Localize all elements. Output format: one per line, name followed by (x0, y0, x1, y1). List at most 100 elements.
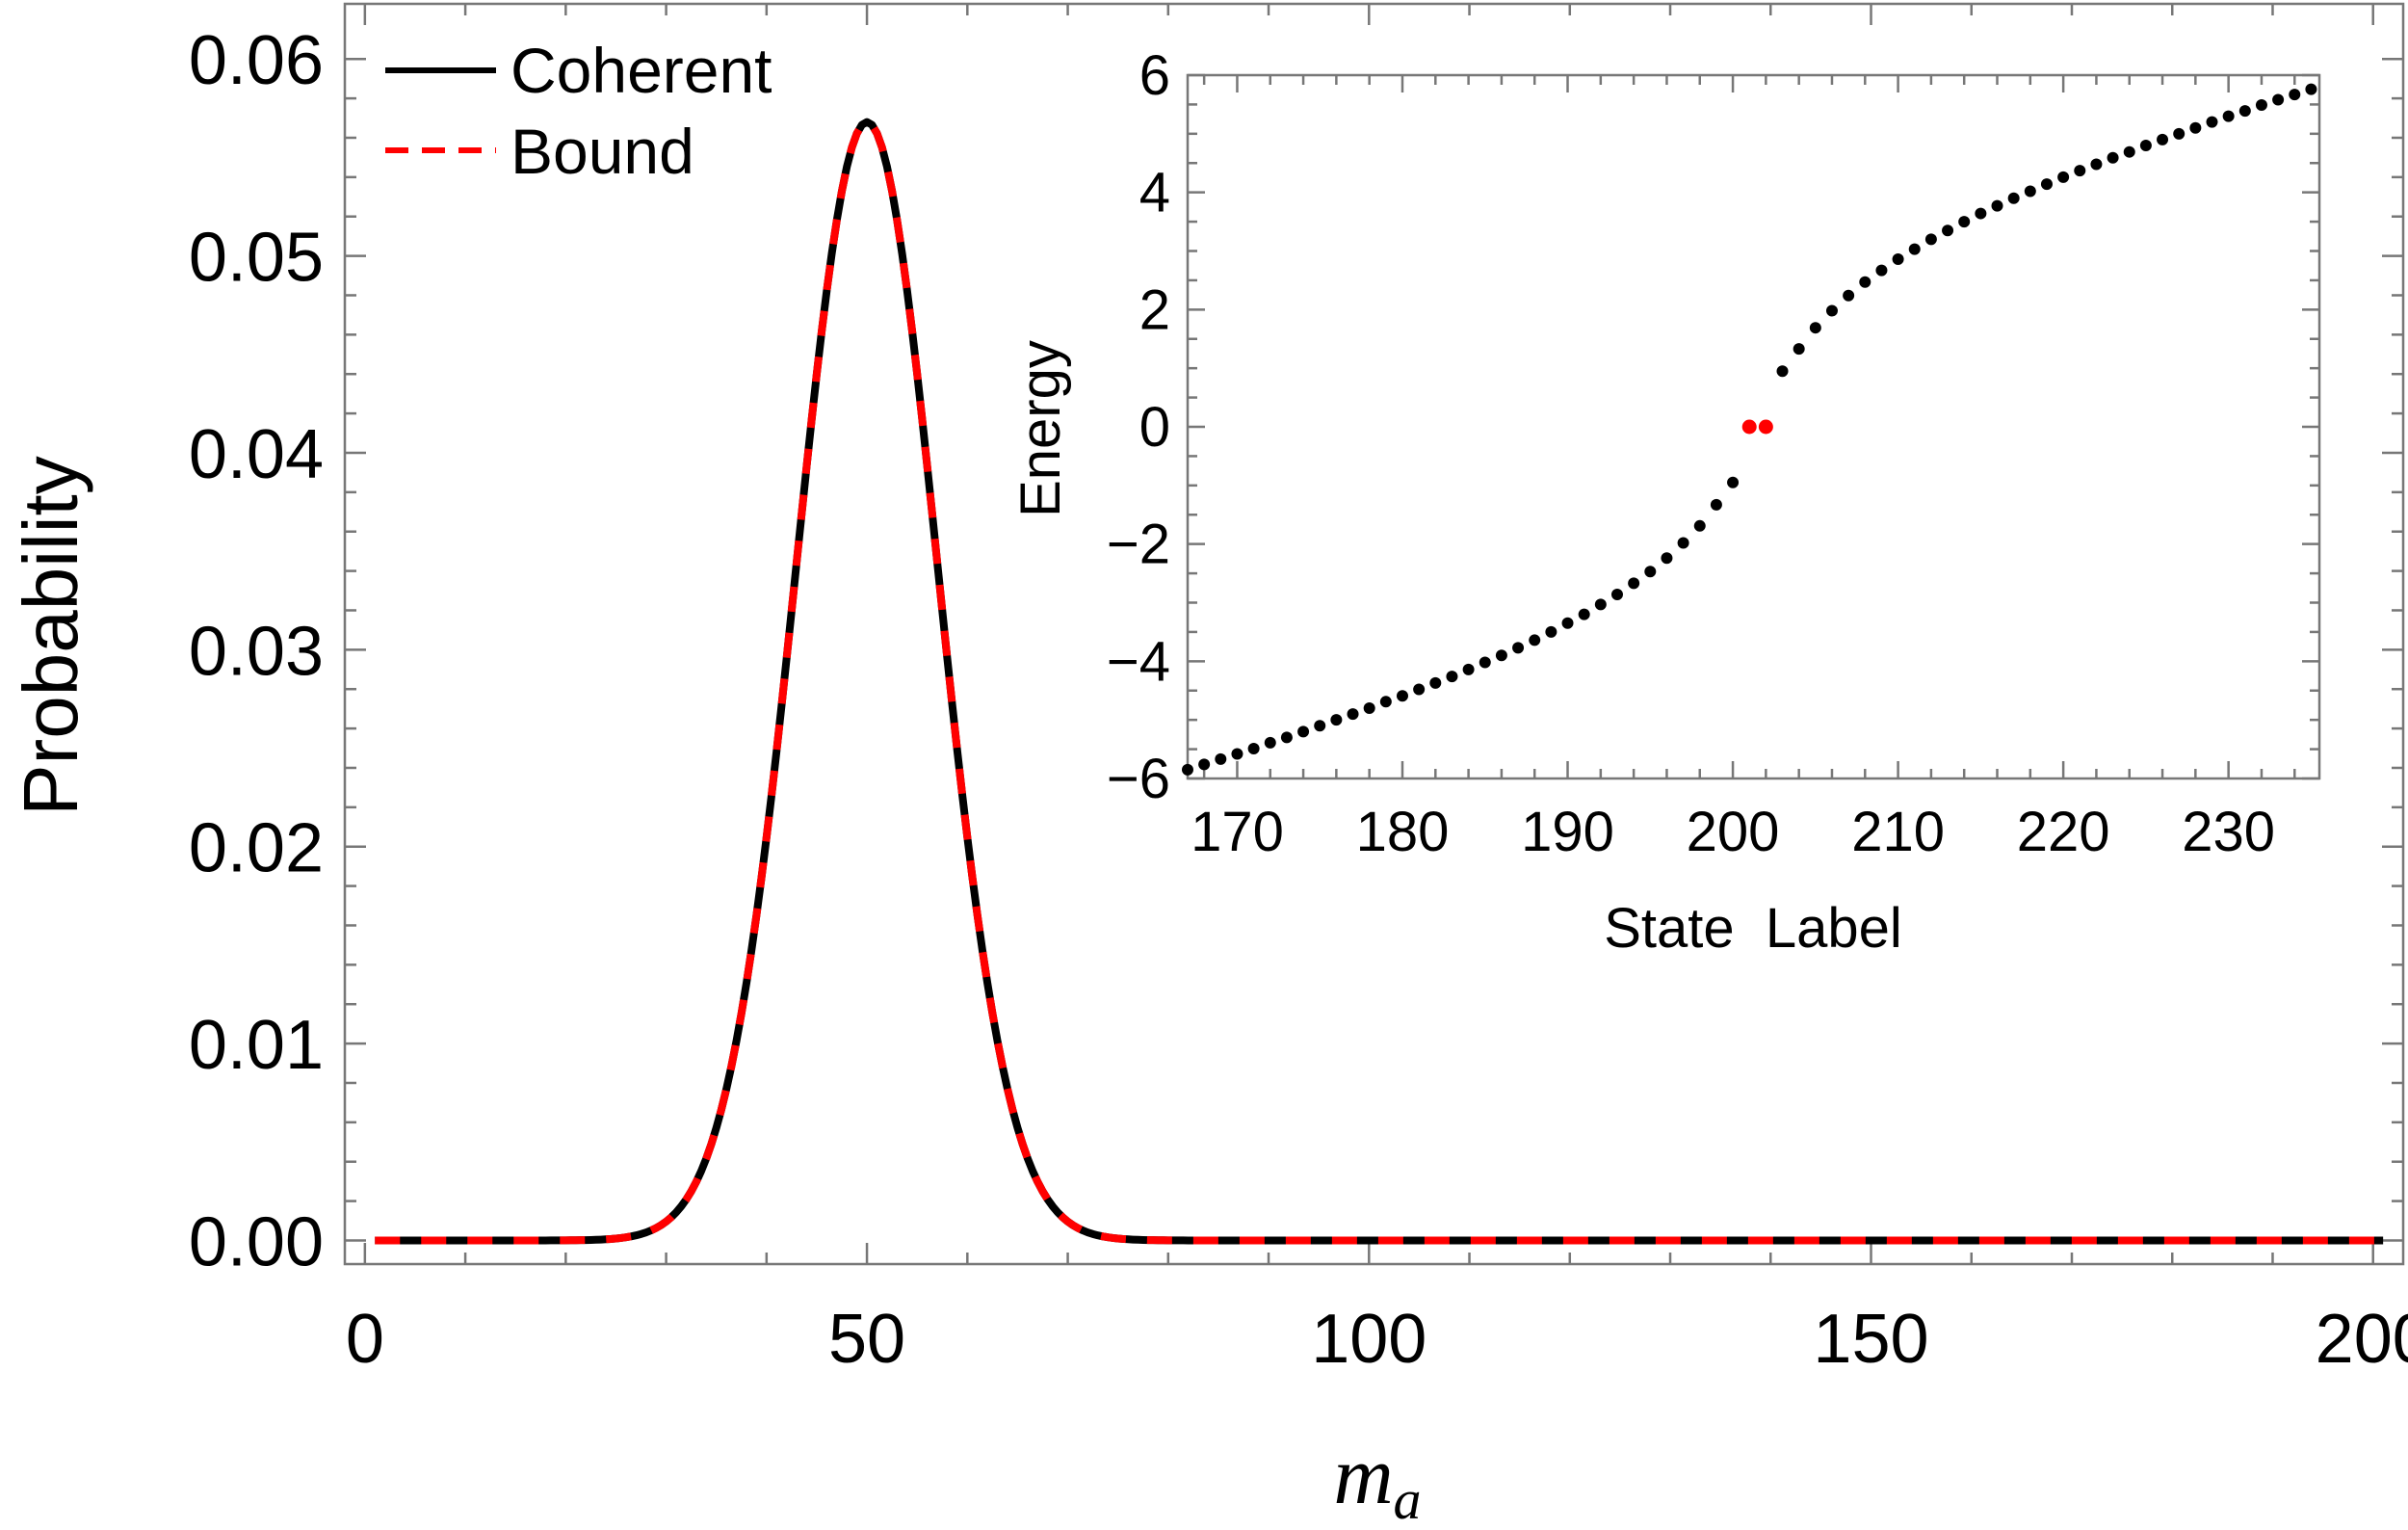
inset-point-black (1512, 642, 1525, 654)
inset-point-black (1908, 243, 1921, 255)
inset-y-tick-label: 2 (1139, 278, 1170, 341)
inset-point-red (1741, 419, 1757, 435)
inset-point-black (2189, 121, 2202, 134)
main-y-tick-label: 0.02 (189, 810, 324, 887)
legend-label-coherent: Coherent (510, 35, 772, 106)
inset-point-black (2272, 93, 2285, 106)
inset-point-black (2222, 110, 2235, 122)
inset-point-black (1215, 752, 1227, 765)
inset-point-black (2255, 99, 2267, 112)
inset-y-tick-label: −6 (1107, 748, 1170, 810)
inset-point-black (1825, 304, 1838, 317)
inset-point-black (2007, 192, 2020, 204)
inset-point-black (1198, 758, 1211, 771)
main-plot-frame (343, 2, 2405, 1266)
main-y-tick-label: 0.00 (189, 1203, 324, 1280)
inset-point-black (1231, 748, 1243, 760)
inset-point-black (1297, 725, 1310, 738)
inset-point-black (2305, 83, 2317, 95)
inset-point-black (2289, 89, 2301, 101)
inset-point-black (1347, 708, 1359, 721)
inset-point-black (1495, 649, 1507, 662)
legend: Coherent Bound (385, 35, 772, 187)
main-x-tick-label: 0 (346, 1301, 384, 1378)
inset-point-black (2057, 171, 2070, 183)
main-x-tick-label: 100 (1311, 1301, 1426, 1378)
inset-point-black (1479, 656, 1491, 669)
inset-point-black (2206, 116, 2218, 128)
inset-x-tick-label: 170 (1191, 801, 1284, 863)
inset-y-tick-label: −2 (1107, 514, 1170, 576)
inset-point-black (1892, 253, 1904, 266)
inset-y-axis-label: Energy (1009, 340, 1072, 517)
inset-point-black (1413, 683, 1426, 696)
inset-point-black (1379, 696, 1392, 708)
inset-point-black (1446, 671, 1458, 683)
inset-x-axis-label: State Label (1604, 897, 1902, 960)
inset-x-tick-label: 190 (1521, 801, 1614, 863)
inset-y-tick-label: 6 (1139, 44, 1170, 107)
inset-point-black (1710, 498, 1722, 511)
main-y-tick-label: 0.05 (189, 220, 324, 297)
main-x-axis-label: ma (1333, 1429, 1421, 1530)
inset-point-black (1280, 731, 1293, 744)
inset-point-black (1363, 702, 1375, 714)
inset-x-tick-label: 210 (1851, 801, 1945, 863)
inset-x-tick-label: 200 (1687, 801, 1780, 863)
inset-point-black (1875, 264, 1888, 277)
main-y-ticks: 0.00 0.01 0.02 0.03 0.04 0.05 0.06 (189, 22, 2403, 1280)
inset-point-black (2024, 185, 2036, 198)
inset-point-black (2173, 127, 2186, 140)
main-y-tick-label: 0.04 (189, 416, 324, 493)
inset-y-tick-label: 4 (1139, 162, 1170, 224)
inset-point-black (1942, 224, 1954, 237)
inset-y-tick-label: −4 (1107, 630, 1170, 693)
inset-point-black (1545, 625, 1557, 638)
inset-point-black (1727, 476, 1740, 488)
inset-points (1182, 83, 2317, 776)
main-y-tick-label: 0.03 (189, 613, 324, 690)
main-y-tick-label: 0.06 (189, 22, 324, 99)
inset-point-black (1991, 199, 2003, 212)
inset-x-tick-label: 230 (2182, 801, 2275, 863)
inset-point-black (1975, 207, 1987, 220)
main-x-tick-label: 50 (828, 1301, 905, 1378)
inset-point-black (1247, 742, 1260, 754)
inset-point-black (1578, 608, 1590, 620)
inset-point-black (1693, 519, 1706, 532)
main-y-tick-label: 0.01 (189, 1007, 324, 1084)
inset-point-black (1628, 577, 1640, 590)
inset-point-red (1758, 419, 1773, 435)
inset-x-tick-label: 180 (1356, 801, 1450, 863)
main-plot: 0.000.010.020.030.040.050.06 0 50 100 150 20… (8, 2, 2408, 1530)
inset-point-black (1429, 676, 1442, 689)
inset-point-black (1793, 343, 1805, 356)
inset-point-black (2157, 133, 2169, 145)
inset-point-black (1809, 322, 1821, 334)
main-x-tick-label: 200 (2316, 1301, 2408, 1378)
inset-point-black (1677, 537, 1689, 549)
inset-y-tick-label: 0 (1139, 396, 1170, 459)
inset-point-black (1330, 714, 1343, 726)
inset-point-black (1396, 690, 1408, 702)
inset-point-black (1462, 663, 1475, 675)
main-x-ticks: 0 50 100 150 200 (346, 4, 2408, 1378)
inset-point-black (1264, 736, 1276, 749)
inset-point-black (2139, 140, 2152, 151)
inset-point-black (1182, 763, 1193, 776)
inset-x-tick-label: 220 (2017, 801, 2110, 863)
inset-point-black (1843, 289, 1855, 302)
main-x-axis-label-sub: a (1394, 1468, 1422, 1530)
inset-point-black (1610, 588, 1623, 600)
inset-point-black (1859, 276, 1871, 288)
inset-point-black (1561, 617, 1574, 629)
inset-point-black (2107, 151, 2119, 164)
inset-y-ticks: −6 −4 −2 0 2 4 6 (1107, 44, 2319, 810)
inset-point-black (1776, 365, 1789, 378)
inset-point-black (2090, 158, 2103, 171)
main-x-tick-label: 150 (1813, 1301, 1928, 1378)
inset-point-black (1661, 552, 1673, 565)
inset-point-black (2074, 165, 2086, 177)
